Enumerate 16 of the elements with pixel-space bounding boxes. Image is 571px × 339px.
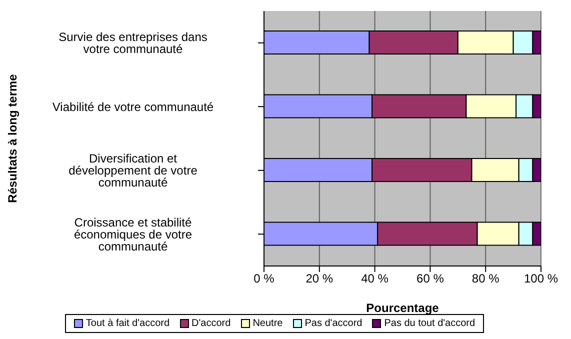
x-tick-label: 60 % xyxy=(416,272,444,286)
legend-label: Tout à fait d'accord xyxy=(86,318,170,329)
y-tick-label: Viabilité de votre communauté xyxy=(52,100,214,114)
legend-label: D'accord xyxy=(192,318,231,329)
x-tick-label: 80 % xyxy=(472,272,500,286)
x-tick-label: 100 % xyxy=(524,272,558,286)
legend-label: Neutre xyxy=(252,318,283,329)
y-tick-label: Survie des entreprises dans votre communauté xyxy=(58,30,208,56)
legend-label: Pas du tout d'accord xyxy=(384,318,476,329)
legend-label: Pas d'accord xyxy=(304,318,362,329)
x-tick-label: 0 % xyxy=(254,272,275,286)
y-tick-label: Croissance et stabilité économiques de votre communauté xyxy=(74,215,192,254)
x-tick-label: 20 % xyxy=(306,272,334,286)
y-tick-label: Diversification et développement de votre communauté xyxy=(68,152,198,190)
x-axis-title: Pourcentage xyxy=(366,301,440,315)
x-tick-label: 40 % xyxy=(361,272,389,286)
